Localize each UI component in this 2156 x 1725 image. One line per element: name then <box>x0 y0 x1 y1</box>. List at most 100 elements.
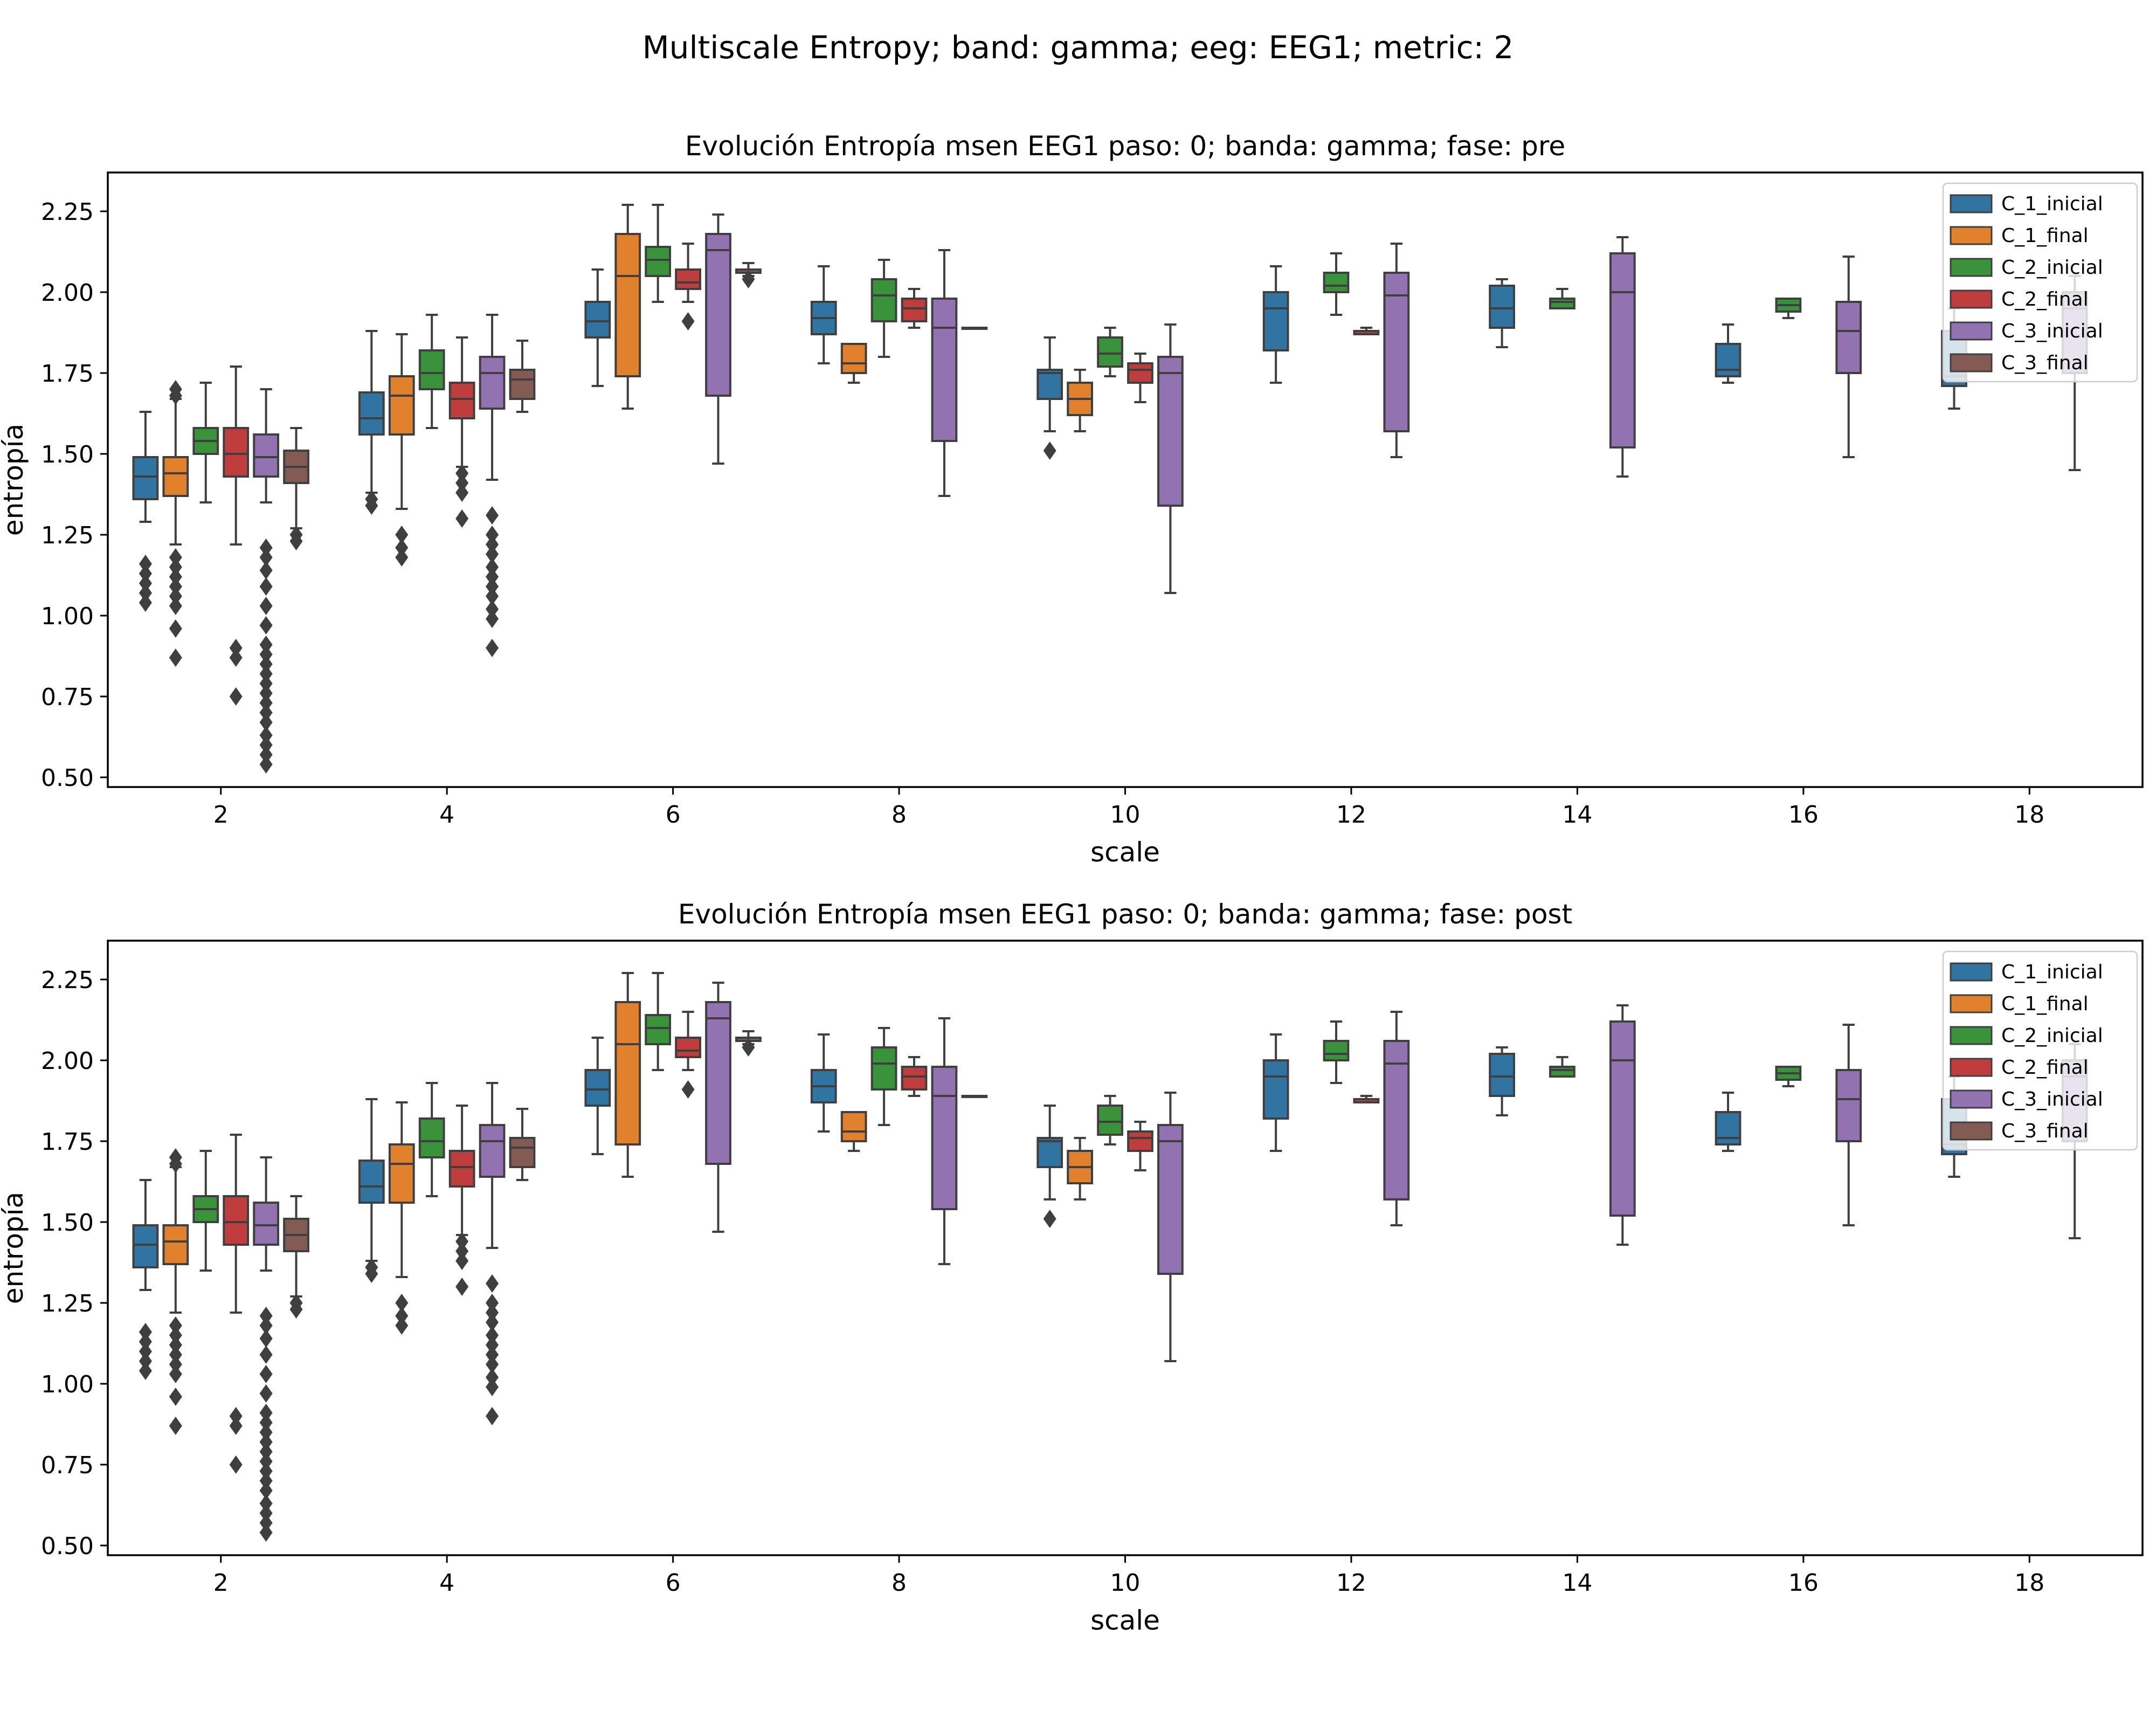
outlier-point <box>259 577 273 596</box>
outlier-point <box>486 639 499 657</box>
box-body <box>1036 1137 1063 1168</box>
box-C_1_inicial-scale-10 <box>1036 1105 1063 1228</box>
box-C_3_final-scale-4 <box>509 340 536 413</box>
legend-label: C_3_final <box>2001 1120 2089 1142</box>
outlier-point <box>259 755 273 774</box>
outlier-point <box>259 684 273 702</box>
outlier-point <box>259 655 273 673</box>
box-C_2_final-scale-6 <box>675 1011 701 1099</box>
box-body <box>132 456 159 500</box>
outlier-point <box>139 1323 152 1341</box>
outlier-point <box>395 1294 409 1312</box>
box-body <box>645 246 672 277</box>
box-C_3_final-scale-2 <box>283 1195 309 1319</box>
x-axis-label: scale <box>1090 837 1160 868</box>
outlier-point <box>455 509 469 528</box>
outlier-point <box>486 1346 499 1364</box>
outlier-point <box>259 1307 273 1325</box>
box-C_3_inicial-scale-6 <box>705 982 731 1233</box>
box-C_1_final-scale-8 <box>840 1111 867 1152</box>
y-tick-label: 1.00 <box>41 1371 94 1398</box>
outlier-point <box>259 1404 273 1422</box>
box-C_2_final-scale-10 <box>1127 353 1153 403</box>
box-C_1_final-scale-2 <box>162 1148 189 1435</box>
box-C_1_inicial-scale-4 <box>358 330 385 515</box>
outlier-point <box>169 380 182 398</box>
outlier-point <box>229 1407 243 1425</box>
box-body <box>675 268 701 290</box>
outlier-point <box>169 1326 182 1344</box>
outlier-point <box>259 561 273 579</box>
outlier-point <box>169 1346 182 1364</box>
x-tick-label: 12 <box>1336 1569 1366 1597</box>
box-body <box>223 1195 250 1246</box>
legend-entry-C_3_final: C_3_final <box>1950 1120 2089 1142</box>
x-tick-label: 4 <box>439 1569 454 1597</box>
legend-swatch <box>1950 194 1993 213</box>
box-body <box>448 382 475 419</box>
y-tick-label: 2.00 <box>41 1047 94 1075</box>
box-C_2_inicial-scale-8 <box>870 259 897 358</box>
outlier-point <box>169 548 182 567</box>
x-tick-label: 4 <box>439 801 454 829</box>
legend-label: C_1_final <box>2001 225 2089 247</box>
outlier-point <box>259 1329 273 1348</box>
outlier-point <box>169 587 182 605</box>
outlier-point <box>259 1346 273 1364</box>
outlier-point <box>486 610 499 628</box>
box-C_2_final-scale-2 <box>223 1134 250 1474</box>
box-C_3_inicial-scale-2 <box>253 1156 279 1542</box>
legend-swatch <box>1950 1089 1993 1109</box>
outlier-point <box>169 1316 182 1335</box>
outlier-point <box>486 1355 499 1374</box>
box-C_3_inicial-scale-10 <box>1157 1092 1184 1362</box>
legend-label: C_2_final <box>2001 288 2089 310</box>
outlier-point <box>486 1378 499 1396</box>
box-body <box>1262 1059 1289 1120</box>
legend-entry-C_1_inicial: C_1_inicial <box>1950 193 2103 215</box>
outlier-point <box>229 1417 243 1435</box>
box-C_2_final-scale-8 <box>901 288 928 329</box>
box-C_3_inicial-scale-12 <box>1383 1011 1410 1226</box>
outlier-point <box>486 1303 499 1322</box>
outlier-point <box>139 594 152 612</box>
outlier-point <box>169 619 182 638</box>
outlier-point <box>139 574 152 592</box>
box-body <box>1157 1124 1184 1275</box>
box-C_2_inicial-scale-6 <box>645 204 672 303</box>
outlier-point <box>259 1413 273 1432</box>
box-C_3_inicial-scale-10 <box>1157 323 1184 594</box>
outlier-point <box>259 645 273 664</box>
box-C_2_final-scale-4 <box>448 336 475 528</box>
y-axis-label: entropía <box>0 1192 29 1304</box>
box-body <box>1549 298 1575 309</box>
outlier-point <box>169 558 182 576</box>
x-tick-label: 18 <box>2014 801 2044 829</box>
box-C_1_final-scale-10 <box>1067 369 1093 432</box>
outlier-point <box>259 1514 273 1532</box>
legend-swatch <box>1950 353 1993 372</box>
legend-swatch <box>1950 289 1993 309</box>
outlier-point <box>169 1365 182 1383</box>
outlier-point <box>259 616 273 634</box>
x-tick-label: 6 <box>666 801 681 829</box>
box-C_2_final-scale-4 <box>448 1105 475 1296</box>
y-tick-label: 0.50 <box>41 764 94 792</box>
box-body <box>1036 369 1063 400</box>
outlier-point <box>169 577 182 596</box>
box-C_1_final-scale-10 <box>1067 1137 1093 1200</box>
outlier-point <box>289 1294 303 1312</box>
box-C_3_final-scale-8 <box>961 327 988 330</box>
outlier-point <box>486 1326 499 1344</box>
y-tick-label: 1.25 <box>41 522 94 549</box>
y-tick-label: 2.25 <box>41 967 94 994</box>
box-C_2_final-scale-10 <box>1127 1121 1153 1171</box>
outlier-point <box>486 1336 499 1354</box>
box-C_1_inicial-scale-10 <box>1036 336 1063 460</box>
box-body <box>1489 285 1515 329</box>
outlier-point <box>259 1462 273 1480</box>
outlier-point <box>455 1242 469 1260</box>
box-body <box>870 1046 897 1091</box>
box-body <box>840 343 867 374</box>
legend-swatch <box>1950 321 1993 341</box>
